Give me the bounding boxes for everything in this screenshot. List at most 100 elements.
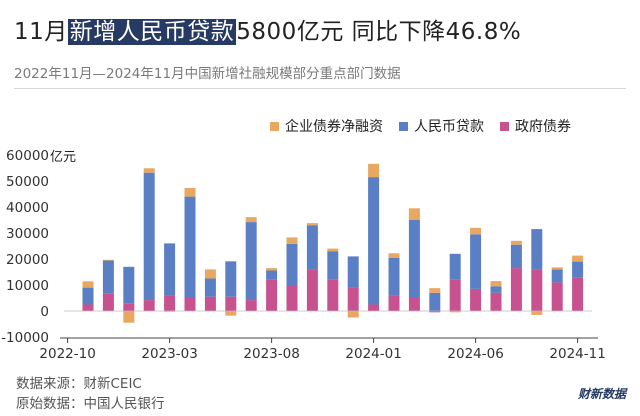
- y-tick-label: 40000: [6, 200, 49, 216]
- bar-segment: [531, 229, 543, 270]
- y-tick-label: 60000: [6, 148, 49, 164]
- bar-segment: [266, 279, 278, 311]
- bar-segment: [123, 311, 135, 323]
- bar-segment: [531, 311, 543, 315]
- page-title: 11月新增人民币贷款5800亿元 同比下降46.8%: [14, 12, 521, 46]
- divider: [14, 88, 626, 89]
- bar-segment: [490, 286, 502, 293]
- bar-segment: [470, 288, 482, 311]
- bar-segment: [368, 163, 380, 178]
- title-prefix: 11月: [14, 19, 68, 45]
- bar-segment: [306, 223, 318, 226]
- source-note: 数据来源：财新CEIC: [16, 376, 142, 392]
- x-tick-label: 2024-01: [345, 346, 401, 362]
- x-tick-label: 2024-06: [447, 346, 503, 362]
- bar-segment: [204, 296, 216, 311]
- bar-segment: [510, 240, 522, 245]
- legend-swatch-corporate-bonds: [270, 121, 279, 131]
- bar-segment: [490, 292, 502, 311]
- bar-segment: [245, 217, 257, 223]
- title-suffix: 5800亿元 同比下降46.8%: [236, 19, 522, 45]
- bar-segment: [388, 257, 400, 296]
- bar-segment: [123, 303, 135, 311]
- x-tick-label: 2022-10: [39, 346, 95, 362]
- bar-segment: [347, 287, 359, 311]
- bar-segment: [286, 243, 298, 285]
- bar-segment: [510, 268, 522, 311]
- subtitle: 2022年11月—2024年11月中国新增社融规模部分重点部门数据: [14, 66, 401, 82]
- brand-logo: 财新数据: [577, 387, 626, 401]
- bar-segment: [286, 285, 298, 311]
- bar-segment: [123, 266, 135, 304]
- bar-segment: [449, 279, 461, 311]
- bar-segment: [306, 269, 318, 311]
- x-tick-label: 2024-11: [549, 346, 605, 362]
- bar-segment: [408, 208, 420, 220]
- bar-segment: [204, 278, 216, 297]
- bar-segment: [266, 268, 278, 271]
- legend: 企业债券净融资 人民币贷款 政府债券: [270, 116, 571, 136]
- bar-segment: [510, 244, 522, 269]
- bar-segment: [184, 298, 196, 311]
- bar-segment: [225, 311, 237, 316]
- bar-segment: [82, 281, 94, 288]
- bar-segment: [225, 296, 237, 311]
- bar-segment: [327, 251, 339, 280]
- y-tick-label: 10000: [6, 278, 49, 294]
- bar-segment: [429, 288, 441, 293]
- original-data-note: 原始数据：中国人民银行: [16, 396, 165, 412]
- bar-segment: [408, 220, 420, 298]
- bar-segment: [551, 267, 563, 270]
- bar-segment: [102, 293, 114, 311]
- bar-segment: [449, 311, 461, 313]
- bar-segment: [245, 222, 257, 301]
- bar-segment: [266, 270, 278, 280]
- bar-segment: [327, 248, 339, 252]
- bar-segment: [429, 311, 441, 313]
- y-tick-label: 50000: [6, 174, 49, 190]
- bar-segment: [164, 243, 176, 296]
- legend-item-rmb-loans: 人民币贷款: [399, 116, 484, 136]
- bar-segment: [490, 281, 502, 287]
- bar-segment: [408, 298, 420, 311]
- bar-segment: [204, 269, 216, 279]
- legend-label-rmb-loans: 人民币贷款: [414, 119, 484, 135]
- legend-swatch-gov-bonds: [500, 121, 509, 131]
- bar-segment: [184, 196, 196, 298]
- bar-segment: [388, 253, 400, 258]
- bar-segment: [368, 304, 380, 311]
- bar-segment: [164, 295, 176, 311]
- bar-segment: [82, 287, 94, 305]
- legend-item-corporate-bonds: 企业债券净融资: [270, 116, 383, 136]
- bar-segment: [551, 282, 563, 311]
- bar-segment: [143, 168, 155, 173]
- bar-segment: [572, 255, 584, 262]
- legend-label-gov-bonds: 政府债券: [515, 119, 571, 135]
- bar-segment: [286, 237, 298, 244]
- y-axis-unit: 亿元: [50, 150, 77, 165]
- bar-segment: [82, 304, 94, 311]
- bar-segment: [572, 277, 584, 311]
- bar-segment: [184, 188, 196, 197]
- bar-segment: [306, 225, 318, 270]
- bar-segment: [429, 292, 441, 311]
- bar-segment: [143, 300, 155, 311]
- bar-segment: [347, 311, 359, 318]
- y-tick-label: 0: [40, 304, 49, 320]
- bar-segment: [225, 261, 237, 297]
- bar-segment: [551, 269, 563, 283]
- bar-segment: [368, 177, 380, 305]
- legend-label-corporate-bonds: 企业债券净融资: [285, 119, 383, 135]
- legend-swatch-rmb-loans: [399, 121, 408, 131]
- y-tick-label: 20000: [6, 252, 49, 268]
- bar-segment: [245, 300, 257, 311]
- bar-segment: [531, 269, 543, 311]
- bar-segment: [347, 256, 359, 288]
- y-tick-label: 30000: [6, 226, 49, 242]
- x-tick-label: 2023-03: [141, 346, 197, 362]
- bar-segment: [327, 279, 339, 311]
- bar-segment: [102, 259, 114, 261]
- bar-segment: [572, 261, 584, 278]
- bar-segment: [470, 234, 482, 289]
